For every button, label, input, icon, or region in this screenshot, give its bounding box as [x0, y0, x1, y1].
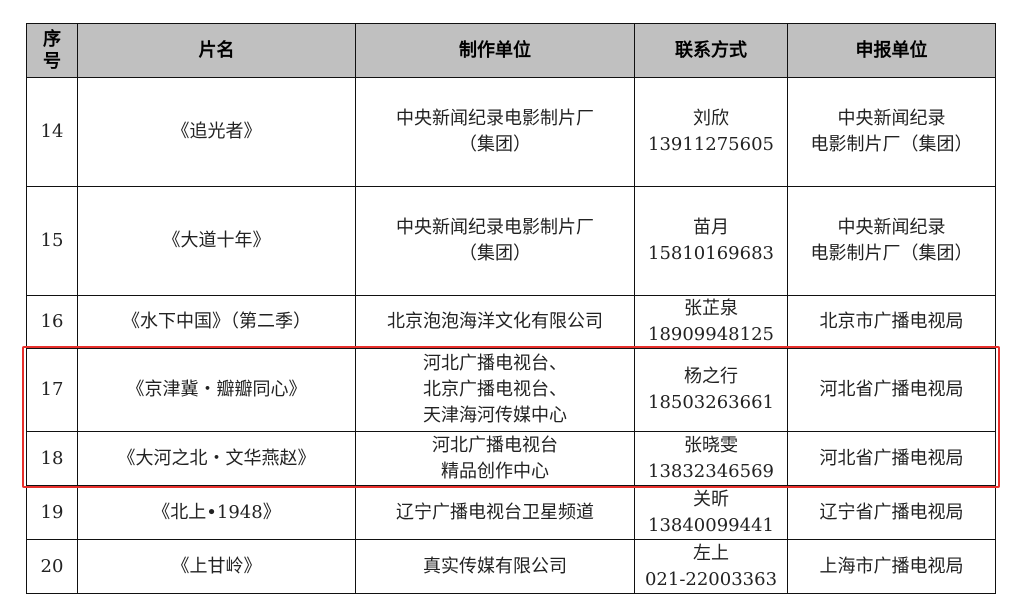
cell-no-line: 17 — [40, 379, 64, 400]
cell-applicant: 北京市广播电视局 — [787, 295, 996, 349]
cell-applicant-line: 电影制片厂（集团） — [810, 134, 973, 155]
cell-no: 20 — [26, 539, 78, 594]
cell-no-line: 20 — [40, 555, 64, 577]
cell-applicant-line: 上海市广播电视局 — [819, 555, 964, 577]
cell-producer: 河北广播电视台、 北京广播电视台、 天津海河传媒中心 — [355, 348, 635, 432]
cell-no-line: 18 — [40, 447, 64, 469]
cell-contact: 杨之行 18503263661 — [634, 348, 788, 432]
cell-contact-line: 关昕 — [693, 488, 729, 510]
table-row: 15 《大道十年》 中央新闻纪录电影制片厂 （集团） 苗月 15810169683 中央新闻… — [26, 186, 996, 296]
cell-applicant-line: 中央新闻纪录 — [837, 217, 946, 238]
cell-applicant-line: 辽宁省广播电视局 — [819, 501, 964, 523]
cell-title-line: 《京津冀・瓣瓣同心》 — [126, 379, 307, 400]
cell-contact-line: 18909948125 — [648, 324, 774, 345]
cell-producer: 真实传媒有限公司 — [355, 539, 635, 594]
cell-producer: 中央新闻纪录电影制片厂 （集团） — [355, 186, 635, 296]
cell-title: 《大河之北・文华燕赵》 — [77, 431, 356, 486]
table-row: 20 《上甘岭》 真实传媒有限公司 左上 021-22003363 上海市广播电视局 — [26, 539, 996, 594]
cell-applicant: 辽宁省广播电视局 — [787, 485, 996, 540]
cell-producer: 河北广播电视台 精品创作中心 — [355, 431, 635, 486]
cell-title-line: 《上甘岭》 — [171, 555, 262, 577]
cell-applicant-line: 北京市广播电视局 — [819, 311, 964, 332]
cell-contact: 关昕 13840099441 — [634, 485, 788, 540]
cell-applicant: 河北省广播电视局 — [787, 348, 996, 432]
table-row: 14 《追光者》 中央新闻纪录电影制片厂 （集团） 刘欣 13911275605 中央新闻纪… — [26, 77, 996, 187]
header-row: 序号 片名 制作单位 联系方式 申报单位 — [26, 23, 996, 78]
cell-title-line: 《水下中国》（第二季） — [122, 311, 311, 332]
cell-applicant-line: 河北省广播电视局 — [819, 447, 964, 469]
cell-producer-line: （集团） — [459, 134, 531, 155]
table-row: 18 《大河之北・文华燕赵》 河北广播电视台 精品创作中心 张晓雯 13832346569… — [26, 431, 996, 486]
header-applicant: 申报单位 — [787, 23, 996, 78]
cell-producer-line: 真实传媒有限公司 — [423, 555, 567, 577]
cell-contact-line: 刘欣 — [693, 108, 729, 129]
cell-applicant-line: 河北省广播电视局 — [819, 379, 964, 400]
table-row: 17 《京津冀・瓣瓣同心》 河北广播电视台、 北京广播电视台、 天津海河传媒中心 杨之行 1… — [26, 348, 996, 432]
header-no: 序号 — [26, 23, 78, 78]
cell-applicant-line: 电影制片厂（集团） — [810, 243, 973, 264]
header-title: 片名 — [77, 23, 356, 78]
table-row: 16 《水下中国》（第二季） 北京泡泡海洋文化有限公司 张芷泉 18909948125 北… — [26, 295, 996, 349]
program-table: 序号 片名 制作单位 联系方式 申报单位 14 《追光者》 中央新闻纪录电影制片厂（… — [26, 23, 996, 594]
cell-producer-line: 河北广播电视台 — [432, 434, 558, 456]
cell-title: 《水下中国》（第二季） — [77, 295, 356, 349]
cell-applicant-line: 中央新闻纪录 — [837, 108, 946, 129]
cell-applicant: 河北省广播电视局 — [787, 431, 996, 486]
cell-title-line: 《大道十年》 — [162, 230, 271, 251]
cell-no: 15 — [26, 186, 78, 296]
cell-producer-line: 中央新闻纪录电影制片厂 — [396, 217, 594, 238]
cell-contact-line: 13840099441 — [648, 514, 774, 536]
cell-title-line: 《北上•1948》 — [152, 501, 281, 523]
cell-producer-line: 辽宁广播电视台卫星频道 — [396, 501, 594, 523]
cell-producer: 北京泡泡海洋文化有限公司 — [355, 295, 635, 349]
cell-no: 14 — [26, 77, 78, 187]
cell-contact-line: 13832346569 — [648, 460, 774, 482]
cell-contact-line: 张晓雯 — [684, 434, 738, 456]
cell-producer-line: 河北广播电视台、 — [423, 353, 567, 374]
header-contact: 联系方式 — [634, 23, 788, 78]
cell-producer-line: 天津海河传媒中心 — [423, 405, 567, 426]
header-producer: 制作单位 — [355, 23, 635, 78]
cell-contact-line: 18503263661 — [648, 392, 774, 413]
cell-contact-line: 杨之行 — [684, 366, 738, 387]
cell-contact: 刘欣 13911275605 — [634, 77, 788, 187]
cell-producer-line: 北京泡泡海洋文化有限公司 — [387, 311, 603, 332]
cell-contact: 张晓雯 13832346569 — [634, 431, 788, 486]
cell-contact-line: 021-22003363 — [644, 568, 778, 590]
cell-producer-line: 北京广播电视台、 — [423, 379, 567, 400]
cell-no: 18 — [26, 431, 78, 486]
cell-title-line: 《追光者》 — [171, 121, 262, 142]
cell-title: 《北上•1948》 — [77, 485, 356, 540]
cell-no: 19 — [26, 485, 78, 540]
cell-producer-line: 精品创作中心 — [441, 460, 549, 482]
cell-contact-line: 苗月 — [693, 217, 729, 238]
cell-contact: 张芷泉 18909948125 — [634, 295, 788, 349]
cell-applicant: 上海市广播电视局 — [787, 539, 996, 594]
cell-no: 17 — [26, 348, 78, 432]
cell-contact: 左上 021-22003363 — [634, 539, 788, 594]
cell-title: 《大道十年》 — [77, 186, 356, 296]
cell-no-line: 19 — [40, 501, 64, 523]
cell-no-line: 16 — [40, 311, 64, 332]
cell-no-line: 15 — [40, 230, 64, 251]
cell-title: 《上甘岭》 — [77, 539, 356, 594]
cell-contact: 苗月 15810169683 — [634, 186, 788, 296]
cell-producer-line: （集团） — [459, 243, 531, 264]
cell-contact-line: 15810169683 — [648, 243, 774, 264]
cell-contact-line: 张芷泉 — [684, 298, 738, 319]
cell-title: 《追光者》 — [77, 77, 356, 187]
cell-producer: 中央新闻纪录电影制片厂 （集团） — [355, 77, 635, 187]
cell-producer-line: 中央新闻纪录电影制片厂 — [396, 108, 594, 129]
cell-applicant: 中央新闻纪录电影制片厂（集团） — [787, 186, 996, 296]
cell-title: 《京津冀・瓣瓣同心》 — [77, 348, 356, 432]
cell-title-line: 《大河之北・文华燕赵》 — [117, 447, 316, 469]
cell-applicant: 中央新闻纪录电影制片厂（集团） — [787, 77, 996, 187]
cell-producer: 辽宁广播电视台卫星频道 — [355, 485, 635, 540]
cell-contact-line: 13911275605 — [648, 134, 774, 155]
cell-no-line: 14 — [40, 121, 64, 142]
cell-contact-line: 左上 — [693, 542, 729, 564]
table-row: 19 《北上•1948》 辽宁广播电视台卫星频道 关昕 13840099441 辽宁省广播… — [26, 485, 996, 540]
cell-no: 16 — [26, 295, 78, 349]
